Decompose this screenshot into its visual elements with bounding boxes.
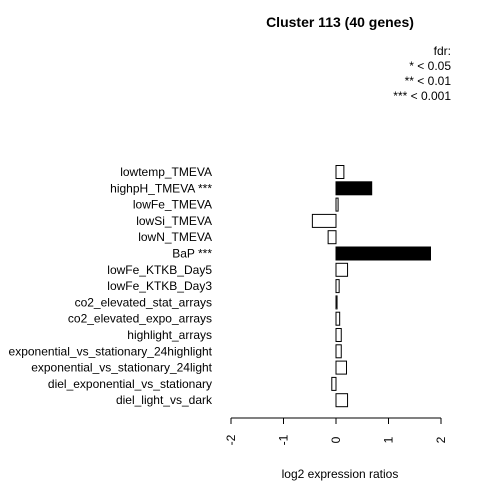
bar: [335, 328, 342, 342]
category-label: co2_elevated_expo_arrays: [68, 312, 212, 326]
bar: [311, 213, 337, 228]
bar: [335, 246, 431, 261]
bar: [335, 311, 341, 326]
category-label: lowN_TMEVA: [138, 230, 212, 244]
bar: [335, 393, 349, 408]
legend-entry: * < 0.05: [409, 59, 451, 73]
category-label: highlight_arrays: [127, 328, 212, 342]
x-tick-label: -1: [277, 434, 291, 445]
category-label: exponential_vs_stationary_24highlight: [9, 344, 213, 358]
category-label: diel_light_vs_dark: [116, 393, 213, 407]
bar: [335, 279, 340, 294]
bar: [335, 181, 373, 196]
bar: [327, 230, 337, 245]
x-tick-label: -2: [224, 434, 238, 445]
category-label: lowFe_KTKB_Day3: [107, 279, 212, 293]
x-axis: -2 -1 0 1 2: [224, 417, 448, 445]
category-label: lowFe_TMEVA: [133, 198, 212, 212]
bar: [335, 165, 345, 179]
legend-entry: ** < 0.01: [405, 74, 452, 88]
x-tick-label: 2: [434, 436, 448, 443]
category-label: diel_exponential_vs_stationary: [48, 377, 212, 391]
legend-entry: *** < 0.001: [393, 89, 451, 103]
category-label: lowFe_KTKB_Day5: [107, 263, 212, 277]
legend: fdr: * < 0.05 ** < 0.01 *** < 0.001: [393, 44, 451, 103]
category-label: lowSi_TMEVA: [136, 214, 212, 228]
bar: [335, 197, 339, 212]
category-label: highpH_TMEVA ***: [110, 181, 212, 195]
x-axis-label: log2 expression ratios: [282, 467, 399, 481]
category-label: BaP ***: [172, 247, 212, 261]
category-label: exponential_vs_stationary_24light: [31, 361, 212, 375]
legend-title: fdr:: [434, 44, 451, 58]
bar: [331, 376, 337, 391]
x-tick-label: 1: [382, 436, 396, 443]
category-label: lowtemp_TMEVA: [120, 165, 212, 179]
x-tick-label: 0: [329, 436, 343, 443]
bar: [335, 295, 338, 310]
bars-group: [311, 165, 431, 408]
bar: [335, 360, 347, 375]
category-labels: lowtemp_TMEVA highpH_TMEVA *** lowFe_TMEVA…: [9, 165, 213, 407]
category-label: co2_elevated_stat_arrays: [75, 295, 212, 309]
chart-title: Cluster 113 (40 genes): [266, 14, 414, 30]
bar: [335, 262, 349, 277]
bar: [335, 344, 342, 359]
